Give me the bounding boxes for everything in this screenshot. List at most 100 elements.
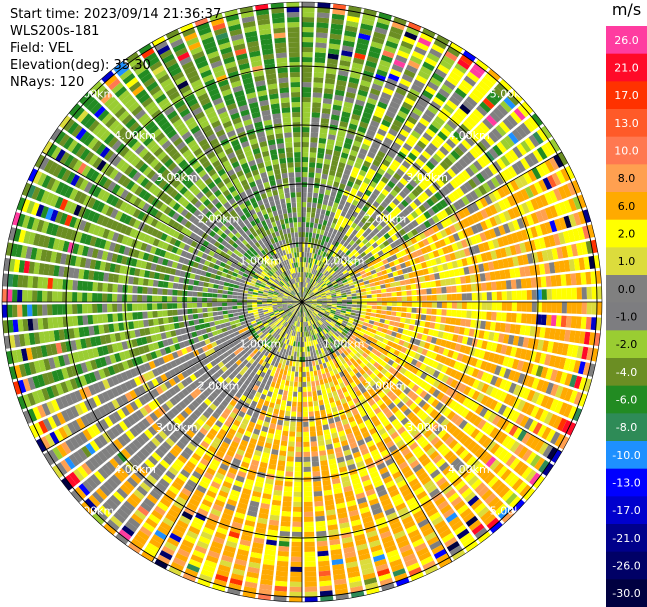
velocity-gate bbox=[315, 420, 322, 427]
velocity-gate bbox=[329, 255, 334, 262]
velocity-gate bbox=[461, 336, 469, 345]
velocity-gate bbox=[440, 219, 449, 228]
velocity-gate bbox=[306, 376, 311, 382]
velocity-gate bbox=[377, 167, 386, 176]
velocity-gate bbox=[318, 272, 323, 278]
velocity-gate bbox=[325, 291, 331, 295]
velocity-gate bbox=[469, 112, 481, 124]
velocity-gate bbox=[577, 194, 587, 209]
velocity-gate bbox=[342, 234, 349, 241]
velocity-gate bbox=[558, 217, 567, 230]
velocity-gate bbox=[322, 284, 327, 289]
velocity-gate bbox=[282, 430, 289, 437]
velocity-gate bbox=[492, 107, 505, 120]
velocity-gate bbox=[317, 286, 323, 291]
velocity-gate bbox=[444, 227, 453, 236]
velocity-gate bbox=[516, 217, 525, 229]
velocity-gate bbox=[321, 305, 327, 307]
velocity-gate bbox=[342, 228, 348, 235]
velocity-gate bbox=[523, 119, 535, 133]
velocity-gate bbox=[521, 202, 530, 214]
velocity-gate bbox=[371, 212, 379, 220]
velocity-gate bbox=[435, 354, 442, 362]
velocity-gate bbox=[378, 322, 385, 328]
velocity-gate bbox=[283, 420, 290, 427]
velocity-gate bbox=[371, 294, 377, 298]
velocity-gate bbox=[310, 142, 318, 148]
velocity-gate bbox=[492, 160, 502, 173]
velocity-gate bbox=[296, 351, 300, 357]
velocity-gate bbox=[347, 302, 352, 305]
velocity-gate bbox=[303, 292, 306, 298]
velocity-gate bbox=[375, 196, 383, 205]
velocity-gate bbox=[302, 132, 310, 138]
velocity-gate bbox=[470, 357, 478, 367]
velocity-gate bbox=[496, 291, 502, 301]
velocity-gate bbox=[326, 298, 332, 301]
velocity-gate bbox=[334, 94, 344, 102]
velocity-gate bbox=[583, 256, 591, 270]
velocity-gate bbox=[290, 576, 302, 582]
velocity-gate bbox=[512, 371, 521, 383]
velocity-gate bbox=[405, 284, 412, 290]
velocity-gate bbox=[382, 50, 395, 59]
velocity-gate bbox=[343, 241, 349, 248]
velocity-gate bbox=[520, 278, 527, 289]
velocity-gate bbox=[430, 352, 438, 360]
velocity-gate bbox=[384, 252, 391, 259]
velocity-gate bbox=[343, 318, 349, 322]
velocity-gate bbox=[351, 293, 357, 297]
velocity-gate bbox=[466, 204, 475, 215]
velocity-gate bbox=[281, 400, 287, 406]
velocity-gate bbox=[371, 83, 383, 92]
velocity-gate bbox=[430, 258, 437, 266]
velocity-gate bbox=[330, 233, 336, 240]
velocity-gate bbox=[319, 450, 327, 456]
velocity-gate bbox=[339, 183, 346, 190]
velocity-gate bbox=[368, 224, 376, 231]
velocity-gate bbox=[362, 238, 369, 245]
velocity-gate bbox=[440, 316, 447, 324]
velocity-gate bbox=[471, 88, 485, 100]
velocity-gate bbox=[321, 283, 327, 288]
velocity-gate bbox=[287, 396, 293, 402]
velocity-gate bbox=[471, 292, 477, 301]
velocity-gate bbox=[328, 268, 334, 274]
velocity-gate bbox=[364, 248, 371, 255]
velocity-gate bbox=[418, 255, 426, 263]
velocity-gate bbox=[291, 351, 295, 357]
velocity-gate bbox=[340, 310, 346, 314]
velocity-gate bbox=[293, 386, 298, 392]
velocity-gate bbox=[440, 107, 452, 118]
velocity-gate bbox=[540, 208, 549, 221]
velocity-gate bbox=[445, 340, 452, 349]
velocity-gate bbox=[375, 105, 386, 114]
velocity-gate bbox=[372, 227, 380, 235]
velocity-gate bbox=[390, 266, 397, 272]
velocity-gate bbox=[416, 295, 422, 301]
velocity-gate bbox=[481, 302, 487, 310]
velocity-gate bbox=[296, 331, 299, 337]
velocity-gate bbox=[390, 189, 398, 198]
velocity-gate bbox=[341, 299, 347, 302]
velocity-gate bbox=[386, 167, 395, 176]
velocity-gate bbox=[372, 176, 380, 184]
velocity-gate bbox=[507, 334, 515, 345]
velocity-gate bbox=[348, 261, 355, 267]
velocity-gate bbox=[313, 481, 322, 487]
velocity-gate bbox=[395, 87, 407, 97]
velocity-gate bbox=[303, 441, 310, 447]
velocity-gate bbox=[312, 287, 316, 292]
velocity-gate bbox=[302, 137, 310, 143]
velocity-gate bbox=[344, 137, 353, 145]
velocity-gate bbox=[317, 435, 324, 442]
velocity-gate bbox=[335, 291, 341, 295]
velocity-gate bbox=[327, 267, 332, 272]
velocity-gate bbox=[293, 381, 298, 387]
velocity-gate bbox=[352, 266, 358, 272]
velocity-gate bbox=[449, 224, 457, 234]
velocity-gate bbox=[372, 159, 381, 167]
velocity-gate bbox=[416, 263, 423, 270]
velocity-gate bbox=[415, 225, 423, 234]
velocity-gate bbox=[411, 228, 419, 236]
